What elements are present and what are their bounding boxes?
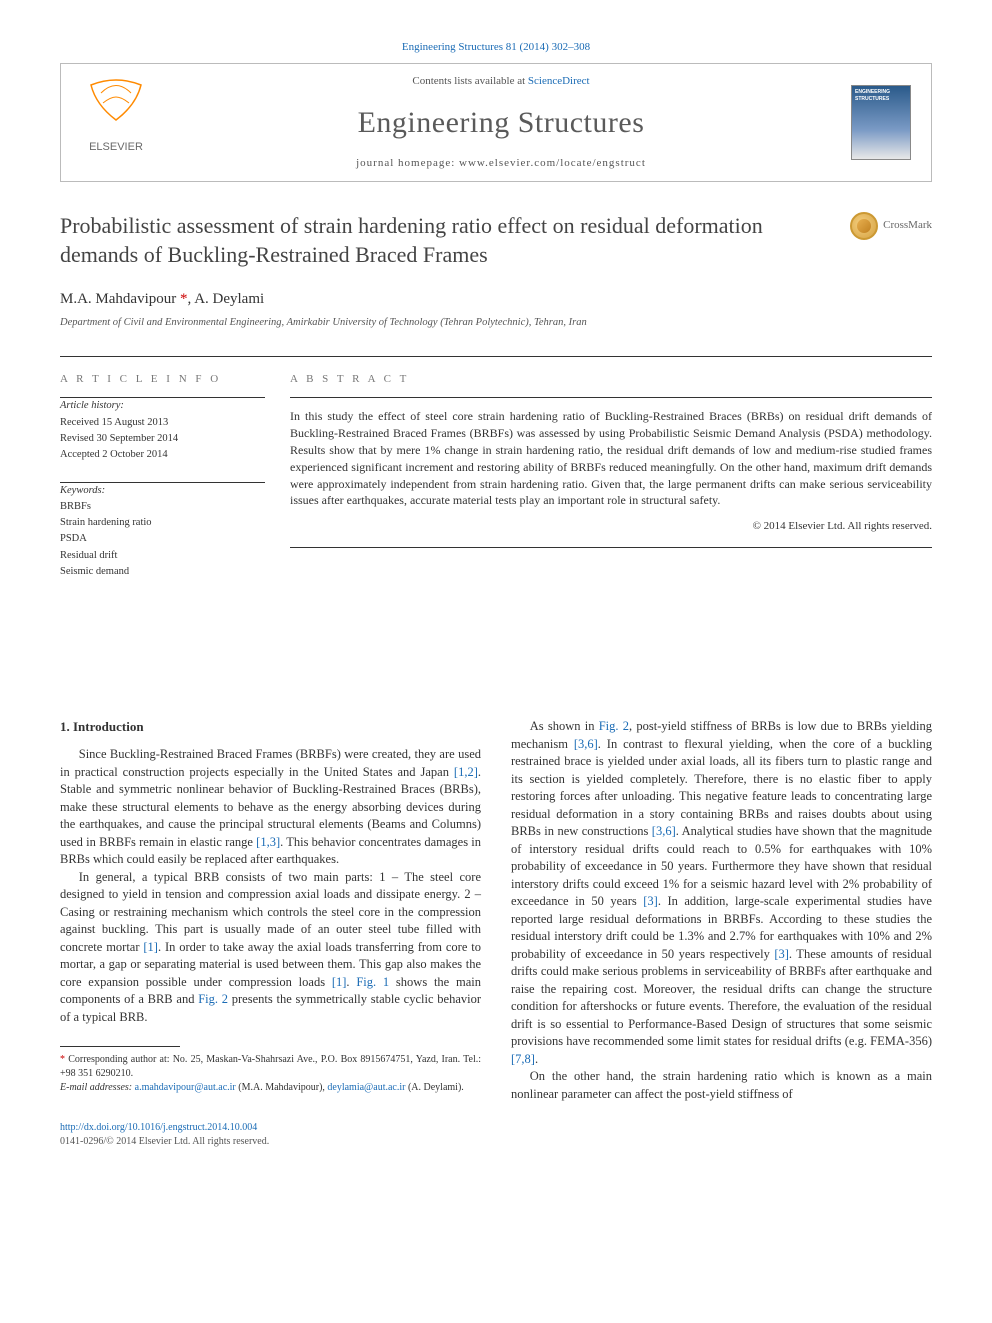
fig-link[interactable]: Fig. 1 [356,975,389,989]
paragraph: As shown in Fig. 2, post-yield stiffness… [511,718,932,1068]
divider [290,547,932,548]
paragraph: In general, a typical BRB consists of tw… [60,869,481,1027]
crossmark-icon [850,212,878,240]
paragraph: Since Buckling-Restrained Braced Frames … [60,746,481,869]
divider [60,356,932,357]
elsevier-logo: ELSEVIER [81,75,151,170]
journal-citation: Engineering Structures 81 (2014) 302–308 [60,40,932,55]
ref-link[interactable]: [3,6] [574,737,598,751]
doi-link[interactable]: http://dx.doi.org/10.1016/j.engstruct.20… [60,1122,257,1133]
ref-link[interactable]: [1] [332,975,347,989]
fig-link[interactable]: Fig. 2 [599,719,629,733]
received-date: Received 15 August 2013 [60,417,168,428]
history-heading: Article history: [60,400,124,411]
email-label: E-mail addresses: [60,1082,132,1093]
authors: M.A. Mahdavipour *, A. Deylami [60,289,932,310]
crossmark-badge[interactable]: CrossMark [850,212,932,240]
accepted-date: Accepted 2 October 2014 [60,449,168,460]
corresponding-asterisk: * [176,291,187,307]
divider [290,397,932,398]
email-link[interactable]: deylamia@aut.ac.ir [327,1082,405,1093]
email-link[interactable]: a.mahdavipour@aut.ac.ir [135,1082,236,1093]
corresponding-author-note: Corresponding author at: No. 25, Maskan-… [60,1054,481,1079]
author-1: M.A. Mahdavipour [60,291,176,307]
ref-link[interactable]: [3] [774,947,789,961]
keyword: Seismic demand [60,564,265,580]
abstract-copyright: © 2014 Elsevier Ltd. All rights reserved… [290,519,932,534]
paragraph: On the other hand, the strain hardening … [511,1068,932,1103]
email-owner: (M.A. Mahdavipour), [238,1082,325,1093]
body-text: 1. Introduction Since Buckling-Restraine… [60,718,932,1103]
ref-link[interactable]: [7,8] [511,1052,535,1066]
keywords: Keywords: BRBFs Strain hardening ratio P… [60,483,265,581]
abstract-label: A B S T R A C T [290,372,932,387]
footer-copyright: 0141-0296/© 2014 Elsevier Ltd. All right… [60,1135,932,1149]
keyword: PSDA [60,531,265,547]
ref-link[interactable]: [3] [643,894,658,908]
journal-homepage: journal homepage: www.elsevier.com/locat… [151,156,851,171]
keyword: BRBFs [60,499,265,515]
email-owner: (A. Deylami). [408,1082,464,1093]
footnote-separator [60,1046,180,1047]
journal-name: Engineering Structures [151,102,851,144]
affiliation: Department of Civil and Environmental En… [60,316,932,331]
contents-available: Contents lists available at ScienceDirec… [151,74,851,89]
article-history: Article history: Received 15 August 2013… [60,398,265,463]
ref-link[interactable]: [3,6] [652,824,676,838]
ref-link[interactable]: [1,2] [454,765,478,779]
footnotes: * Corresponding author at: No. 25, Maska… [60,1053,481,1095]
section-heading-intro: 1. Introduction [60,718,481,736]
journal-cover-thumbnail [851,85,911,160]
ref-link[interactable]: [1] [143,940,158,954]
article-info-label: A R T I C L E I N F O [60,372,265,387]
abstract-text: In this study the effect of steel core s… [290,408,932,509]
revised-date: Revised 30 September 2014 [60,433,178,444]
author-2: A. Deylami [194,291,264,307]
sciencedirect-link[interactable]: ScienceDirect [528,75,590,87]
journal-citation-link[interactable]: Engineering Structures 81 (2014) 302–308 [402,41,590,53]
keywords-heading: Keywords: [60,485,105,496]
fig-link[interactable]: Fig. 2 [198,992,228,1006]
journal-header: ELSEVIER Contents lists available at Sci… [60,63,932,182]
ref-link[interactable]: [1,3] [256,835,280,849]
article-title: Probabilistic assessment of strain harde… [60,212,830,269]
asterisk-icon: * [60,1054,68,1065]
elsevier-wordmark: ELSEVIER [89,141,143,153]
keyword: Strain hardening ratio [60,515,265,531]
keyword: Residual drift [60,548,265,564]
crossmark-label: CrossMark [883,218,932,233]
